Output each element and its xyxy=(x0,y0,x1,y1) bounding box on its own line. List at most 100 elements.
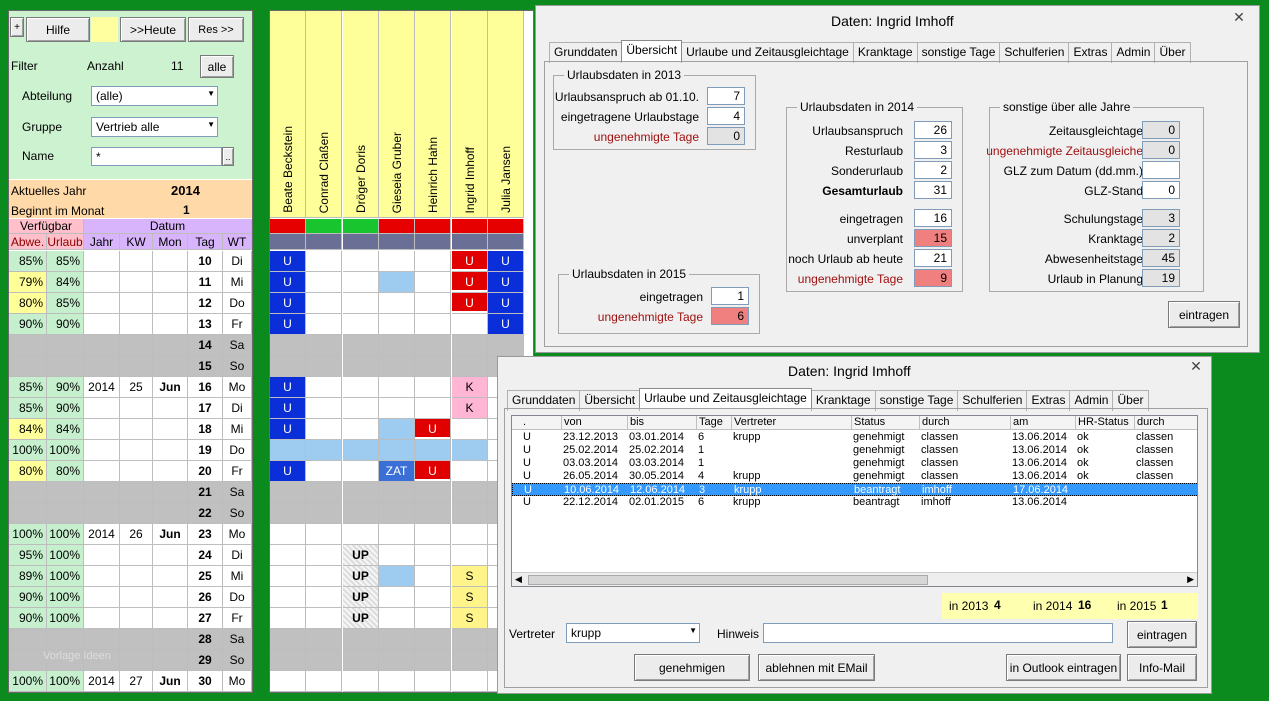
day-cell[interactable] xyxy=(452,650,488,671)
column-header[interactable]: Status xyxy=(851,416,919,430)
name-browse-button[interactable]: .. xyxy=(222,147,234,166)
tab-sonstige[interactable]: sonstige Tage xyxy=(874,390,959,411)
day-cell[interactable] xyxy=(343,314,379,335)
day-cell[interactable] xyxy=(306,398,342,419)
tab-admin[interactable]: Admin xyxy=(1111,42,1156,63)
day-cell[interactable] xyxy=(452,419,488,440)
employee-header[interactable]: Gieseia Gruber xyxy=(379,11,415,218)
close-icon[interactable]: ✕ xyxy=(1233,8,1245,25)
value-field[interactable]: 3 xyxy=(914,141,952,159)
day-cell[interactable] xyxy=(343,377,379,398)
day-cell[interactable]: ZAT xyxy=(379,461,415,482)
employee-header[interactable]: Heinrich Hahn xyxy=(415,11,451,218)
day-cell[interactable] xyxy=(415,629,451,650)
value-field[interactable] xyxy=(1142,161,1180,179)
day-cell[interactable] xyxy=(452,314,488,335)
day-cell[interactable] xyxy=(379,566,415,587)
day-cell[interactable] xyxy=(306,461,342,482)
day-cell[interactable] xyxy=(452,440,488,461)
day-cell[interactable] xyxy=(452,356,488,377)
day-cell[interactable] xyxy=(343,650,379,671)
day-cell[interactable]: U xyxy=(488,272,524,293)
day-cell[interactable] xyxy=(379,503,415,524)
today-button[interactable]: >>Heute xyxy=(120,17,186,42)
day-cell[interactable] xyxy=(343,419,379,440)
day-cell[interactable] xyxy=(379,293,415,314)
tab-grunddaten[interactable]: Grunddaten xyxy=(549,42,623,63)
tab-grunddaten[interactable]: Grunddaten xyxy=(507,390,581,411)
day-cell[interactable] xyxy=(379,608,415,629)
all-button[interactable]: alle xyxy=(200,55,234,78)
day-cell[interactable] xyxy=(306,608,342,629)
scroll-thumb[interactable] xyxy=(528,575,928,585)
day-cell[interactable] xyxy=(270,608,306,629)
value-field[interactable]: 15 xyxy=(914,229,952,247)
day-cell[interactable] xyxy=(306,671,342,692)
day-cell[interactable]: S xyxy=(452,566,488,587)
value-field[interactable]: 19 xyxy=(1142,269,1180,287)
day-cell[interactable] xyxy=(415,671,451,692)
day-cell[interactable] xyxy=(379,629,415,650)
day-cell[interactable] xyxy=(415,272,451,293)
day-cell[interactable]: UP xyxy=(343,608,379,629)
day-cell[interactable]: U xyxy=(488,251,524,272)
day-cell[interactable]: U xyxy=(270,398,306,419)
day-cell[interactable] xyxy=(415,293,451,314)
value-field[interactable]: 3 xyxy=(1142,209,1180,227)
day-cell[interactable]: K xyxy=(452,377,488,398)
value-field[interactable]: 0 xyxy=(1142,141,1180,159)
tab-extras[interactable]: Extras xyxy=(1068,42,1113,63)
day-cell[interactable] xyxy=(415,587,451,608)
day-cell[interactable] xyxy=(306,629,342,650)
name-input[interactable]: * xyxy=(91,147,222,166)
value-field[interactable]: 0 xyxy=(1142,181,1180,199)
column-header[interactable]: durch xyxy=(1134,416,1197,430)
day-cell[interactable] xyxy=(415,356,451,377)
day-cell[interactable] xyxy=(306,482,342,503)
day-cell[interactable] xyxy=(343,440,379,461)
day-cell[interactable] xyxy=(452,461,488,482)
close-icon[interactable]: ✕ xyxy=(1190,357,1202,374)
day-cell[interactable] xyxy=(379,524,415,545)
day-cell[interactable] xyxy=(306,524,342,545)
reject-email-button[interactable]: ablehnen mit EMail xyxy=(758,654,875,681)
day-cell[interactable] xyxy=(270,671,306,692)
day-cell[interactable]: U xyxy=(270,272,306,293)
day-cell[interactable] xyxy=(270,482,306,503)
day-cell[interactable] xyxy=(379,545,415,566)
day-cell[interactable] xyxy=(379,314,415,335)
approve-button[interactable]: genehmigen xyxy=(634,654,750,681)
day-cell[interactable] xyxy=(415,608,451,629)
day-cell[interactable]: U xyxy=(488,293,524,314)
value-field[interactable]: 1 xyxy=(711,287,749,305)
day-cell[interactable]: U xyxy=(270,419,306,440)
day-cell[interactable] xyxy=(379,398,415,419)
day-cell[interactable] xyxy=(306,545,342,566)
tab-ueber[interactable]: Über xyxy=(1154,42,1191,63)
day-cell[interactable] xyxy=(306,419,342,440)
day-cell[interactable]: K xyxy=(452,398,488,419)
day-cell[interactable] xyxy=(270,524,306,545)
value-field[interactable]: 0 xyxy=(707,127,745,145)
tab-urlaube[interactable]: Urlaube und Zeitausgleichtage xyxy=(681,42,854,63)
day-cell[interactable] xyxy=(379,671,415,692)
day-cell[interactable] xyxy=(343,272,379,293)
outlook-button[interactable]: in Outlook eintragen xyxy=(1006,654,1121,681)
value-field[interactable]: 7 xyxy=(707,87,745,105)
day-cell[interactable] xyxy=(306,650,342,671)
day-cell[interactable] xyxy=(415,335,451,356)
day-cell[interactable] xyxy=(270,335,306,356)
column-header[interactable]: Tage xyxy=(696,416,731,430)
day-cell[interactable] xyxy=(379,335,415,356)
vacation-list[interactable]: . von bis Tage Vertreter Status durch am HR-Stat… xyxy=(511,415,1198,587)
list-row[interactable]: U 26.05.2014 30.05.2014 4 krupp genehmigt clas… xyxy=(512,470,1197,483)
hinweis-input[interactable] xyxy=(763,623,1113,643)
column-header[interactable]: HR-Status xyxy=(1075,416,1134,430)
day-cell[interactable] xyxy=(306,377,342,398)
expand-button[interactable]: + xyxy=(10,17,24,37)
day-cell[interactable]: U xyxy=(452,251,488,272)
day-cell[interactable] xyxy=(379,419,415,440)
day-cell[interactable] xyxy=(306,293,342,314)
day-cell[interactable] xyxy=(306,566,342,587)
day-cell[interactable] xyxy=(415,545,451,566)
